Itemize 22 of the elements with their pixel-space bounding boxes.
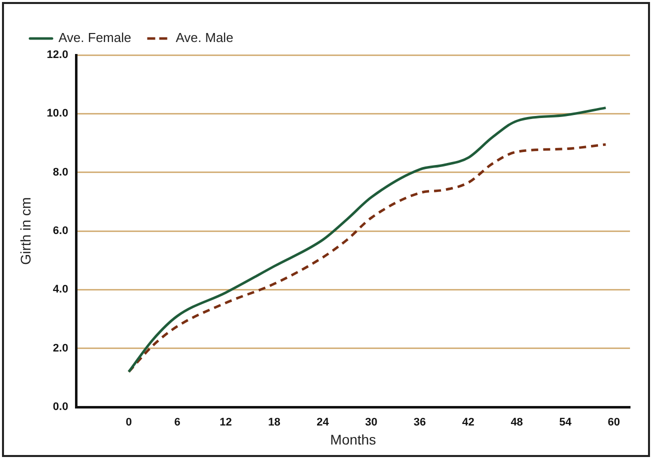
y-tick-label: 2.0 [52,342,68,354]
y-tick-label: 10.0 [46,108,68,120]
x-tick-label: 0 [126,416,132,429]
x-tick-label: 24 [316,416,330,429]
x-tick-label: 18 [268,416,280,429]
x-tick-label: 42 [462,416,474,429]
x-tick-label: 48 [510,416,523,429]
y-axis-title: Girth in cm [17,197,34,265]
y-tick-label: 8.0 [52,166,68,178]
x-tick-label: 6 [174,416,180,429]
x-tick-label: 54 [559,416,572,429]
legend-label: Ave. Male [176,30,234,46]
x-tick-label: 30 [365,416,378,429]
x-tick-label: 36 [414,416,426,429]
x-tick-label: 60 [608,416,620,429]
legend-label: Ave. Female [58,30,132,46]
y-tick-label: 4.0 [52,284,68,296]
x-axis-title: Months [330,431,376,448]
y-tick-label: 0.0 [52,401,68,414]
y-tick-label: 6.0 [52,225,68,238]
x-tick-label: 12 [220,416,232,429]
y-tick-label: 12.0 [46,49,68,62]
